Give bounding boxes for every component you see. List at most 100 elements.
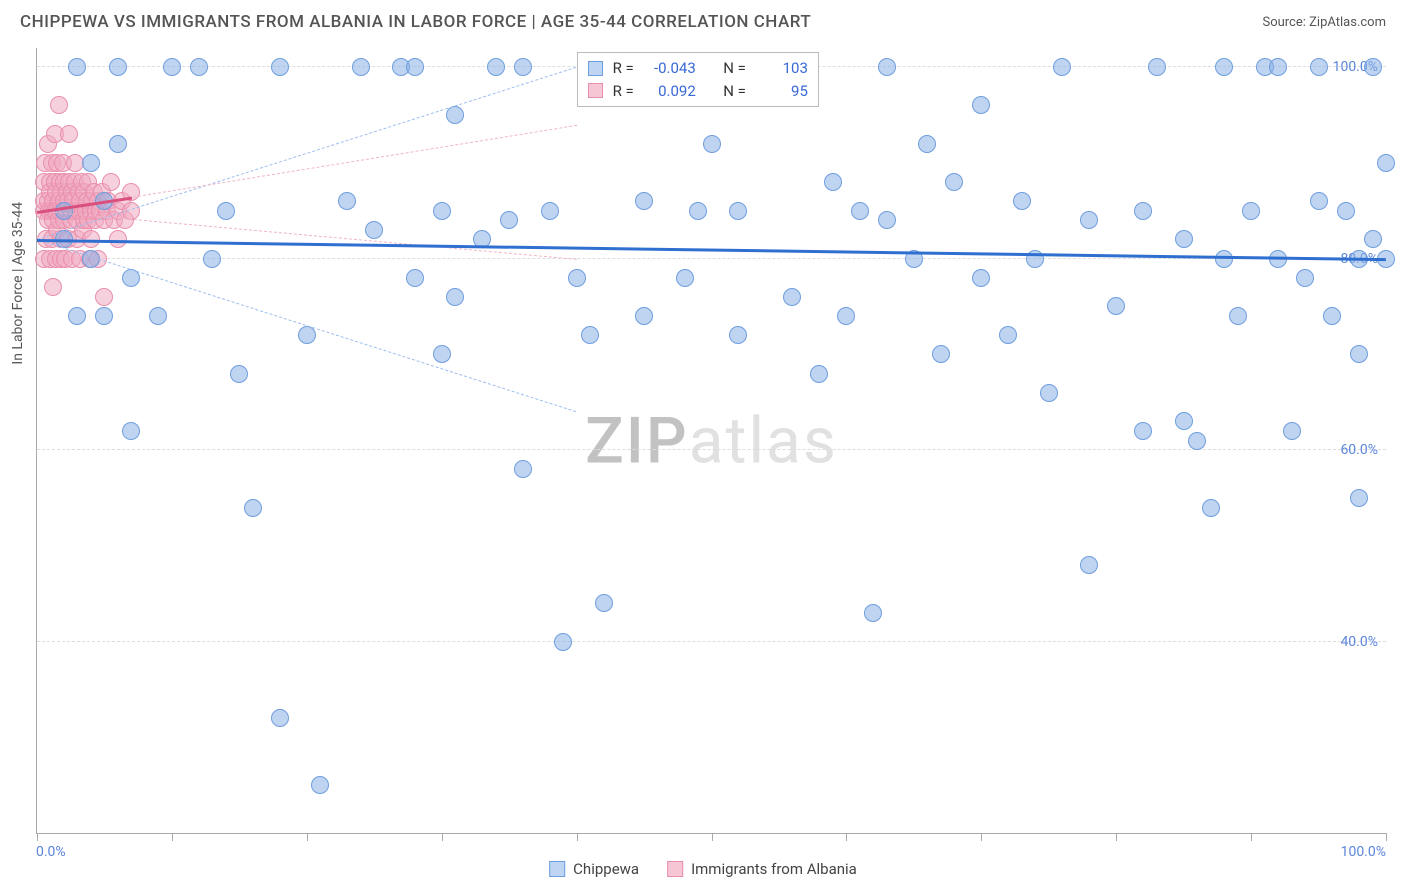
confidence-dash <box>37 239 577 412</box>
grid-line <box>37 641 1386 642</box>
blue-point <box>635 307 653 325</box>
x-tick <box>1386 833 1387 841</box>
blue-point <box>783 288 801 306</box>
blue-point <box>1269 58 1287 76</box>
blue-point <box>541 202 559 220</box>
blue-point <box>271 58 289 76</box>
blue-point <box>190 58 208 76</box>
blue-point <box>446 288 464 306</box>
blue-point <box>810 365 828 383</box>
source-label: Source: ZipAtlas.com <box>1262 15 1386 30</box>
blue-point <box>217 202 235 220</box>
blue-point <box>365 221 383 239</box>
blue-point <box>1310 58 1328 76</box>
x-tick <box>846 833 847 841</box>
pink-point <box>50 96 68 114</box>
blue-point <box>203 250 221 268</box>
stats-row: R =0.092 N =95 <box>588 80 808 103</box>
blue-point <box>95 307 113 325</box>
blue-point <box>1148 58 1166 76</box>
blue-point <box>487 58 505 76</box>
stats-swatch <box>588 61 603 76</box>
chart-plot-area: ZIPatlas 40.0%60.0%80.0%100.0%R =-0.043 … <box>36 48 1386 834</box>
stats-r-value: -0.043 <box>644 57 696 80</box>
stats-r-value: 0.092 <box>644 80 696 103</box>
blue-point <box>163 58 181 76</box>
blue-point <box>729 202 747 220</box>
legend-label: Chippewa <box>573 860 639 878</box>
blue-point <box>568 269 586 287</box>
legend-swatch <box>549 861 565 877</box>
blue-point <box>1364 58 1382 76</box>
y-tick-label: 40.0% <box>1340 634 1378 650</box>
blue-point <box>972 269 990 287</box>
blue-point <box>1364 230 1382 248</box>
blue-point <box>1053 58 1071 76</box>
x-tick <box>172 833 173 841</box>
y-axis-title: In Labor Force | Age 35-44 <box>10 202 26 365</box>
blue-point <box>68 58 86 76</box>
blue-point <box>271 709 289 727</box>
blue-point <box>406 269 424 287</box>
y-tick-label: 60.0% <box>1340 442 1378 458</box>
blue-point <box>1175 412 1193 430</box>
blue-point <box>972 96 990 114</box>
watermark: ZIPatlas <box>585 403 838 478</box>
blue-point <box>1013 192 1031 210</box>
blue-point <box>878 58 896 76</box>
stats-box: R =-0.043 N =103R =0.092 N =95 <box>577 52 819 107</box>
blue-point <box>1040 384 1058 402</box>
blue-point <box>595 594 613 612</box>
blue-point <box>514 58 532 76</box>
x-tick <box>37 833 38 841</box>
blue-point <box>1107 297 1125 315</box>
blue-point <box>500 211 518 229</box>
blue-point <box>68 307 86 325</box>
pink-point <box>60 125 78 143</box>
x-tick <box>442 833 443 841</box>
blue-point <box>1080 556 1098 574</box>
blue-point <box>676 269 694 287</box>
blue-point <box>109 135 127 153</box>
blue-point <box>1296 269 1314 287</box>
blue-point <box>554 633 572 651</box>
stats-n-label: N = <box>723 80 746 103</box>
blue-point <box>1350 489 1368 507</box>
blue-point <box>1350 345 1368 363</box>
legend-item: Chippewa <box>549 860 639 878</box>
chart-title: CHIPPEWA VS IMMIGRANTS FROM ALBANIA IN L… <box>20 12 811 32</box>
grid-line <box>37 449 1386 450</box>
blue-point <box>1080 211 1098 229</box>
x-axis-min-label: 0.0% <box>36 844 66 860</box>
blue-point <box>1215 250 1233 268</box>
blue-point <box>703 135 721 153</box>
stats-n-label: N = <box>723 57 746 80</box>
stats-row: R =-0.043 N =103 <box>588 57 808 80</box>
legend-item: Immigrants from Albania <box>667 860 857 878</box>
blue-point <box>55 202 73 220</box>
blue-point <box>837 307 855 325</box>
blue-point <box>149 307 167 325</box>
blue-point <box>514 460 532 478</box>
blue-point <box>1229 307 1247 325</box>
blue-point <box>999 326 1017 344</box>
blue-point <box>1242 202 1260 220</box>
stats-n-value: 103 <box>756 57 808 80</box>
legend-label: Immigrants from Albania <box>691 860 857 878</box>
x-tick <box>307 833 308 841</box>
blue-point <box>851 202 869 220</box>
blue-point <box>109 58 127 76</box>
blue-point <box>864 604 882 622</box>
stats-r-label: R = <box>613 80 634 103</box>
blue-point <box>82 154 100 172</box>
blue-point <box>1337 202 1355 220</box>
blue-point <box>581 326 599 344</box>
blue-point <box>1134 422 1152 440</box>
x-tick <box>712 833 713 841</box>
blue-point <box>1134 202 1152 220</box>
chart-legend: Chippewa Immigrants from Albania <box>549 860 857 878</box>
blue-point <box>1323 307 1341 325</box>
pink-point <box>95 288 113 306</box>
blue-point <box>311 776 329 794</box>
blue-point <box>689 202 707 220</box>
